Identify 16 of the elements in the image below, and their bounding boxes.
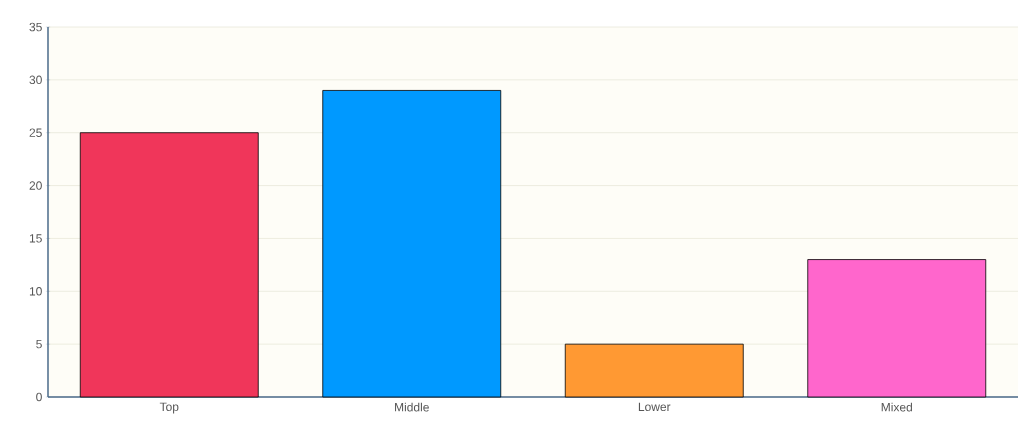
y-tick-label: 15 [29,234,42,243]
bar [807,259,987,398]
y-tick-label: 35 [29,22,42,32]
x-tick-label: Lower [638,402,671,412]
bar [79,132,259,398]
x-tick-label: Middle [395,402,429,412]
y-tick-label: 10 [29,287,42,296]
y-tick-label: 5 [36,339,42,349]
bar [564,343,744,398]
y-tick-label: 25 [29,128,42,137]
x-tick-label: Top [159,402,179,414]
y-tick-label: 0 [36,392,42,402]
bar [322,90,502,398]
y-tick-label: 30 [29,75,42,85]
y-tick-label: 20 [29,181,42,190]
x-tick-label: Mixed [881,402,912,412]
